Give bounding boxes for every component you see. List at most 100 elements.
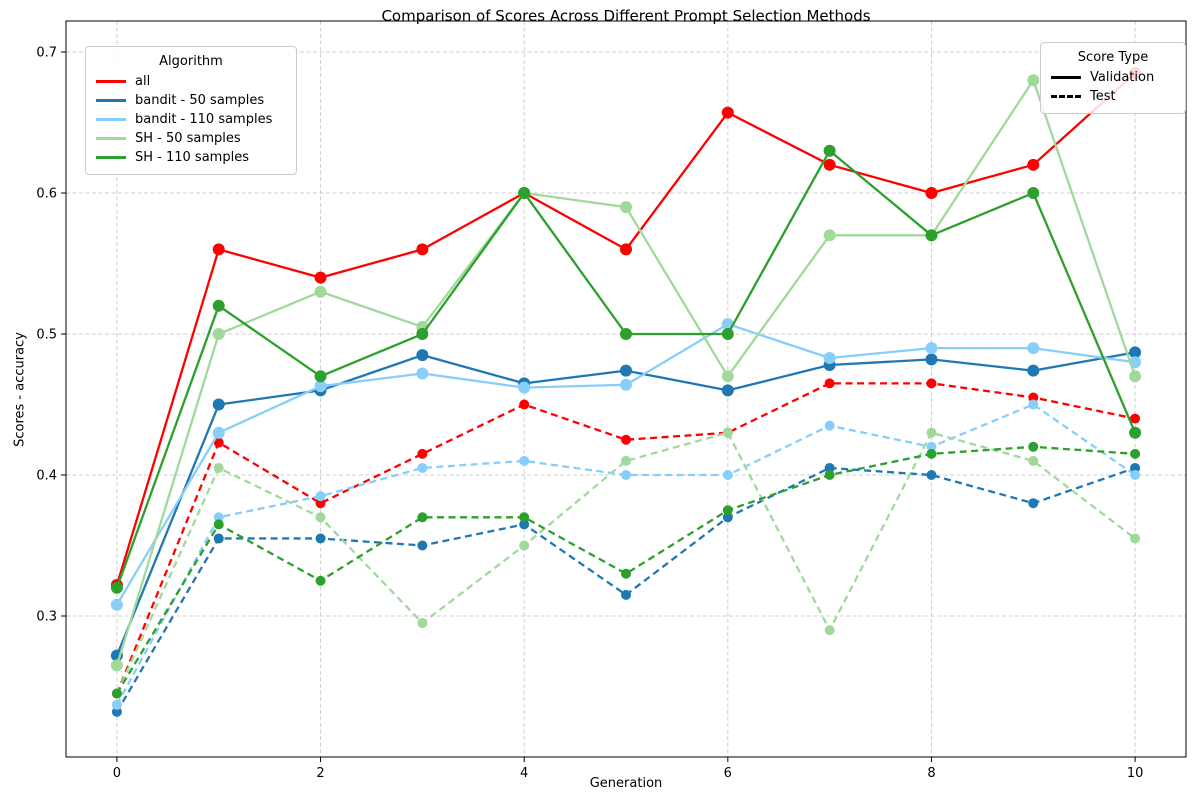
data-point-test bbox=[519, 519, 530, 530]
data-point-test bbox=[213, 462, 224, 473]
y-tick-label: 0.5 bbox=[36, 328, 57, 343]
data-point-test bbox=[315, 512, 326, 523]
data-point-test bbox=[621, 589, 631, 600]
data-point-validation bbox=[212, 426, 225, 439]
chart-title: Comparison of Scores Across Different Pr… bbox=[381, 7, 871, 25]
data-point-validation bbox=[416, 349, 429, 362]
data-point-validation bbox=[925, 353, 938, 366]
data-point-test bbox=[213, 512, 224, 523]
data-point-test bbox=[824, 378, 835, 389]
x-tick-label: 10 bbox=[1127, 766, 1144, 781]
data-point-validation bbox=[416, 328, 429, 341]
data-point-test bbox=[519, 399, 530, 410]
data-point-validation bbox=[620, 243, 632, 256]
data-point-test bbox=[722, 505, 733, 516]
data-point-test bbox=[824, 470, 835, 481]
y-axis-label: Scores - accuracy bbox=[12, 332, 28, 447]
legend-entry-bandit-50: bandit - 50 samples bbox=[96, 91, 286, 110]
legend-entry-all: all bbox=[96, 72, 286, 91]
data-point-validation bbox=[416, 367, 429, 380]
legend-label-sh-50: SH - 50 samples bbox=[135, 131, 241, 146]
series-line-test bbox=[115, 445, 1136, 695]
data-point-test bbox=[722, 470, 733, 481]
data-point-validation bbox=[620, 201, 632, 214]
data-point-validation bbox=[1129, 370, 1142, 383]
data-point-validation bbox=[518, 381, 531, 394]
data-point-validation bbox=[314, 370, 327, 383]
data-point-test bbox=[926, 470, 937, 481]
data-point-test bbox=[315, 575, 326, 586]
data-point-test bbox=[417, 618, 428, 629]
data-point-test bbox=[1130, 448, 1141, 459]
data-point-validation bbox=[823, 229, 836, 242]
data-point-test bbox=[926, 448, 937, 459]
data-point-validation bbox=[1129, 426, 1142, 439]
data-point-validation bbox=[721, 370, 734, 383]
data-point-validation bbox=[620, 364, 632, 377]
legend-score-type: Score Type Validation Test bbox=[1040, 42, 1186, 114]
legend-label-test: Test bbox=[1090, 89, 1116, 104]
data-point-validation bbox=[212, 299, 225, 312]
x-tick-label: 0 bbox=[113, 766, 121, 781]
data-point-validation bbox=[212, 398, 225, 411]
data-point-test bbox=[417, 448, 428, 459]
data-point-test bbox=[213, 437, 224, 448]
line-swatch-sh-50 bbox=[96, 137, 126, 140]
data-point-validation bbox=[1027, 158, 1040, 171]
data-point-validation bbox=[721, 384, 734, 397]
line-swatch-sh-110 bbox=[96, 156, 126, 159]
data-point-test bbox=[1130, 533, 1141, 544]
data-point-test bbox=[519, 512, 530, 523]
x-tick-label: 2 bbox=[316, 766, 324, 781]
data-point-validation bbox=[1129, 346, 1142, 359]
legend-label-all: all bbox=[135, 74, 151, 89]
data-point-test bbox=[111, 699, 122, 710]
data-point-test bbox=[519, 455, 530, 466]
data-point-validation bbox=[1027, 74, 1040, 87]
data-point-validation bbox=[314, 285, 327, 298]
data-point-validation bbox=[823, 351, 836, 364]
data-point-validation bbox=[1027, 364, 1040, 377]
data-point-validation bbox=[925, 187, 938, 200]
data-point-validation bbox=[518, 187, 531, 200]
data-point-test bbox=[1028, 455, 1039, 466]
data-point-validation bbox=[823, 158, 836, 171]
data-point-test bbox=[1130, 462, 1141, 473]
data-point-test bbox=[1028, 498, 1039, 509]
data-point-test bbox=[315, 498, 326, 509]
data-point-validation bbox=[721, 328, 734, 341]
data-point-validation bbox=[212, 328, 225, 341]
data-point-test bbox=[417, 462, 428, 473]
data-point-test bbox=[111, 688, 122, 699]
data-point-validation bbox=[314, 380, 327, 393]
data-point-test bbox=[926, 427, 937, 438]
line-swatch-bandit-50 bbox=[96, 99, 126, 102]
solid-line-swatch bbox=[1051, 76, 1081, 79]
legend-score-type-title: Score Type bbox=[1077, 50, 1149, 65]
data-point-validation bbox=[925, 342, 938, 355]
x-tick-label: 4 bbox=[520, 766, 528, 781]
data-point-test bbox=[824, 462, 835, 473]
legend-entry-test: Test bbox=[1051, 87, 1175, 106]
legend-label-bandit-50: bandit - 50 samples bbox=[135, 93, 265, 108]
legend-label-validation: Validation bbox=[1090, 70, 1155, 85]
legend-algorithm: Algorithm all bandit - 50 samples bandit… bbox=[85, 46, 297, 175]
data-point-validation bbox=[212, 243, 225, 256]
legend-entry-validation: Validation bbox=[1051, 68, 1175, 87]
x-axis-label: Generation bbox=[589, 776, 663, 791]
data-point-test bbox=[111, 706, 122, 717]
line-swatch-all bbox=[96, 80, 126, 83]
data-point-validation bbox=[721, 106, 734, 119]
data-point-validation bbox=[110, 581, 123, 594]
data-point-test bbox=[926, 378, 937, 389]
data-point-test bbox=[315, 491, 326, 502]
data-point-test bbox=[621, 568, 631, 579]
data-point-test bbox=[417, 512, 428, 523]
data-point-validation bbox=[620, 328, 632, 341]
x-tick-label: 8 bbox=[927, 766, 935, 781]
data-point-test bbox=[621, 470, 631, 481]
legend-algorithm-title: Algorithm bbox=[159, 54, 223, 69]
data-point-test bbox=[1130, 413, 1141, 424]
data-point-test bbox=[315, 533, 326, 544]
